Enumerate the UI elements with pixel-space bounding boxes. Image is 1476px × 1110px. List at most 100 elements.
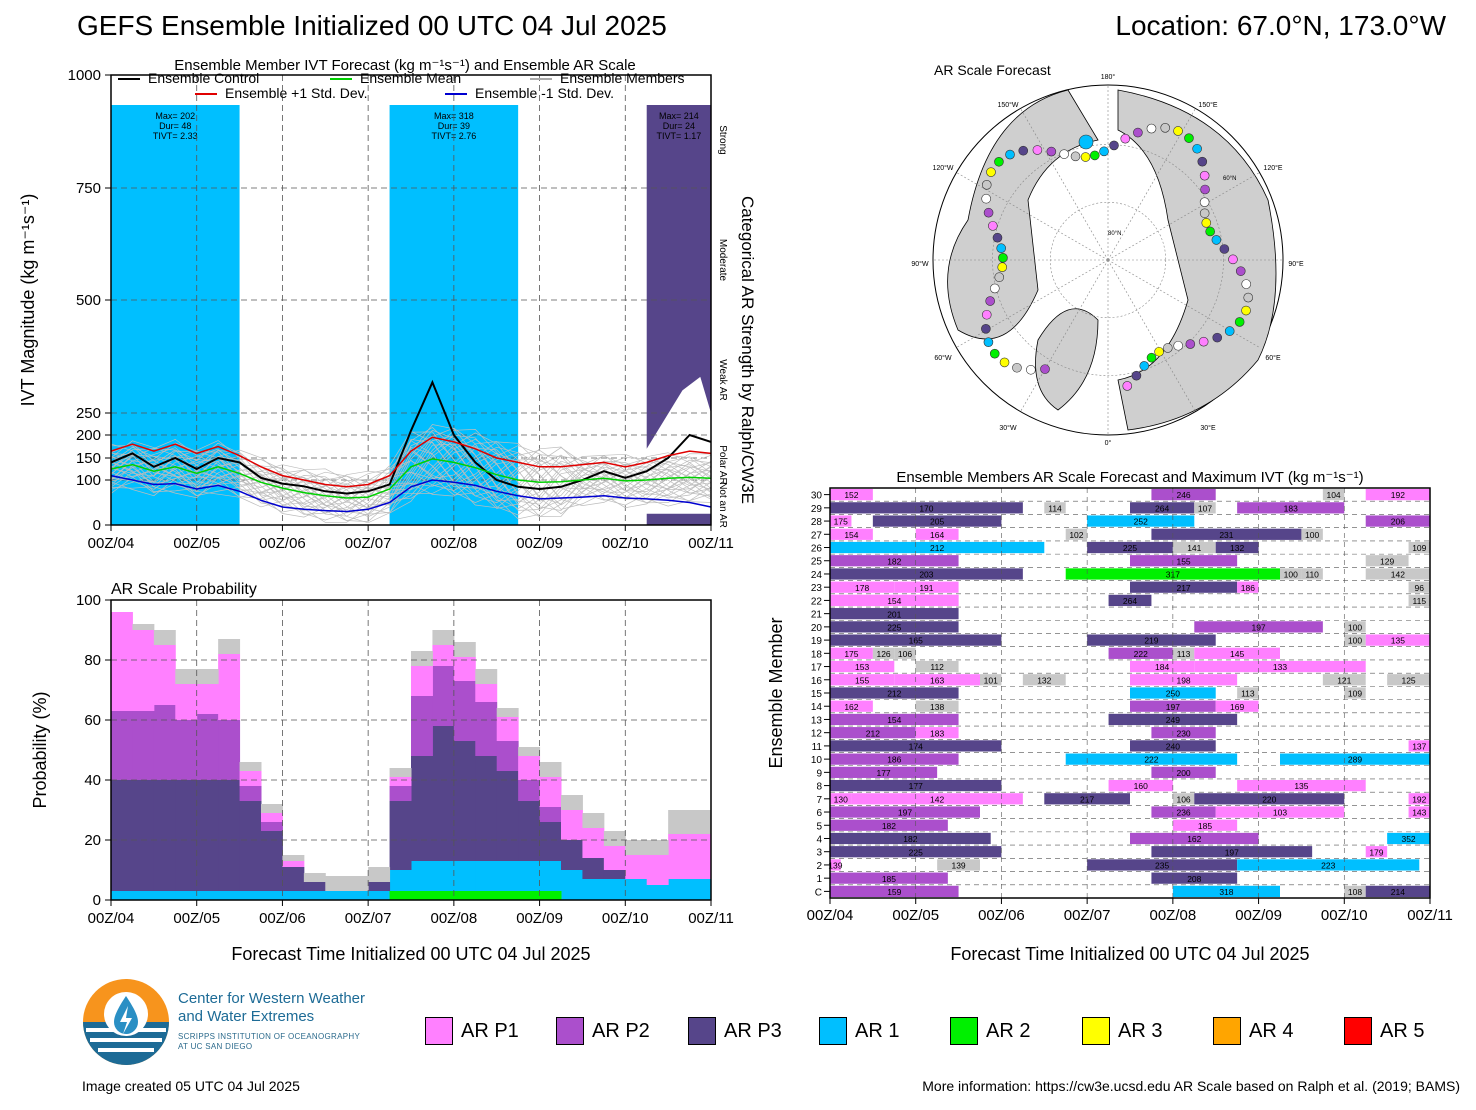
series-line-ensemble-1-std-dev- [110, 436, 712, 488]
category-label: Strong [717, 125, 728, 154]
member-bar [1365, 489, 1430, 501]
member-bar-value: 220 [1262, 794, 1276, 804]
member-bar [1237, 581, 1259, 593]
ar-forecast-dot [1046, 146, 1057, 157]
y-tick-label: 6 [816, 808, 822, 819]
prob-bar-ar-1 [453, 861, 476, 900]
legend-entry: Ensemble Control [148, 70, 259, 86]
member-bar-value: 162 [1187, 834, 1201, 844]
member-bar-value: 112 [930, 662, 944, 672]
prob-bar-ar-1 [625, 879, 648, 900]
legend-swatch [556, 1017, 584, 1045]
ar-forecast-dot [1154, 346, 1164, 357]
prob-bar-ar-p3 [539, 822, 562, 861]
ar-forecast-dot [1139, 361, 1150, 371]
member-bar [1130, 740, 1216, 752]
member-bar [830, 687, 959, 699]
prob-bar-ar-p1 [218, 654, 241, 720]
legend-label: AR 5 [1380, 1019, 1425, 1042]
member-bar [830, 753, 959, 765]
x-tick-label: 00Z/07 [345, 535, 392, 552]
member-bar-value: 160 [1134, 781, 1148, 791]
prob-bar-not-ar-gray- [539, 762, 562, 777]
ar-forecast-dot [1234, 317, 1245, 327]
member-bar-value: 225 [1123, 543, 1137, 553]
lat-label: 80°N [1108, 231, 1121, 237]
prob-bar-ar-1 [218, 891, 241, 900]
lon-label: 30°W [999, 424, 1017, 432]
ar-forecast-dot [1146, 352, 1157, 363]
prob-bar-ar-p3 [303, 882, 326, 891]
prob-bar-ar-p1 [111, 612, 133, 711]
member-bar-value: 113 [1241, 689, 1255, 699]
member-bar [915, 727, 959, 739]
y-tick-label: 8 [816, 782, 822, 793]
member-bar-value: 201 [887, 609, 901, 619]
member-bar [1408, 594, 1430, 607]
member-bar-value: 205 [930, 517, 944, 527]
member-bar [1172, 793, 1195, 805]
member-bar [1194, 647, 1280, 659]
series-line-ensemble-control [110, 379, 712, 495]
member-bar [1365, 634, 1430, 646]
y-tick-label: 19 [811, 636, 823, 647]
y-tick-label: 25 [811, 557, 823, 568]
ar-forecast-dot [1133, 127, 1143, 138]
y-tick-label: 28 [811, 517, 823, 528]
ar-forecast-dot [1185, 339, 1196, 349]
member-bar-value: 145 [1230, 649, 1244, 659]
member-bar-value: 141 [1187, 543, 1201, 553]
ar-forecast-dot [989, 348, 1000, 359]
prob-bar-ar-p3 [411, 756, 433, 861]
member-bar-value: 139 [828, 861, 842, 871]
cw3e-logo [83, 979, 169, 1065]
probability-chart: AR Scale Probability 0 20 40 60 80 100 00Z/04 00… [30, 581, 734, 964]
member-bar-value: 217 [1176, 583, 1190, 593]
member-line [110, 435, 712, 518]
y-tick-label: 150 [76, 450, 101, 467]
prob-bar-ar-1 [518, 861, 541, 900]
member-bar-value: 106 [898, 649, 912, 659]
ensemble-members-chart: Ensemble Members AR Scale Forecast and M… [766, 469, 1453, 964]
member-bar [830, 502, 1023, 514]
x-tick-label: 00Z/11 [688, 910, 734, 927]
y-tick-label: 100 [76, 592, 101, 609]
member-bar [1151, 846, 1313, 858]
prob-bar-ar-2 [475, 891, 498, 900]
member-bar-value: 142 [930, 794, 944, 804]
prob-bar-ar-1 [132, 891, 155, 900]
prob-bar-ar-p1 [603, 846, 626, 870]
prob-bar-ar-1 [368, 891, 391, 900]
legend-label: AR P3 [724, 1019, 782, 1042]
member-bar [1344, 621, 1366, 633]
x-tick-label: 00Z/05 [173, 910, 220, 927]
prob-bar-ar-1 [539, 861, 562, 900]
member-bar [894, 581, 959, 593]
ivt-chart-title: Ensemble Member IVT Forecast (kg m⁻¹s⁻¹)… [174, 57, 636, 74]
member-bar-value: 185 [1198, 821, 1212, 831]
x-tick-label: 00Z/10 [1321, 907, 1368, 924]
prob-bar-ar-1 [561, 870, 583, 900]
member-bar [830, 700, 873, 712]
ar-forecast-dot [1018, 145, 1029, 156]
prob-bar-ar-p1 [175, 684, 198, 720]
legend-swatch [688, 1017, 716, 1045]
prob-bar-ar-1 [153, 891, 176, 900]
member-bar [830, 515, 852, 527]
legend-label: AR 4 [1249, 1019, 1294, 1042]
y-tick-label: 5 [816, 821, 822, 832]
ar-forecast-dot [1199, 170, 1210, 181]
member-bar [1172, 819, 1238, 831]
ivt-chart: Ensemble Member IVT Forecast (kg m⁻¹s⁻¹)… [18, 57, 757, 552]
member-bar-value: 182 [887, 556, 901, 566]
ar-forecast-dot [1200, 184, 1210, 195]
legend-entry: Ensemble +1 Std. Dev. [225, 85, 368, 101]
legend-item: AR P1 [425, 1016, 519, 1046]
prob-bar-ar-p1 [411, 666, 433, 696]
prob-bar-not-ar-gray- [432, 630, 455, 645]
category-label: Not an AR [717, 482, 728, 528]
ar-forecast-dot [1241, 305, 1251, 316]
prob-bar-not-ar-gray- [475, 669, 498, 684]
member-bar [1365, 555, 1409, 567]
member-bar [830, 528, 873, 540]
